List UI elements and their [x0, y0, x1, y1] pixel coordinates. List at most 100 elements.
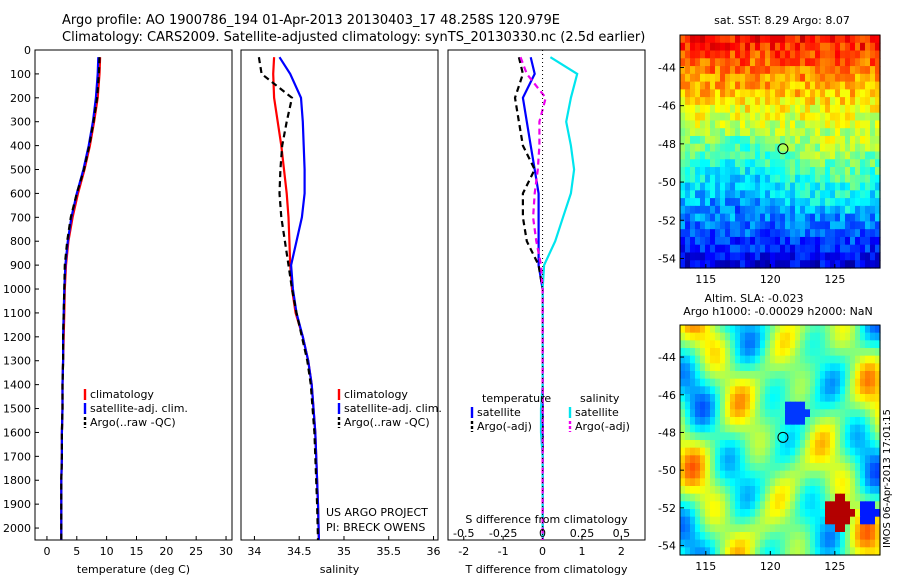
map-cell [860, 190, 866, 199]
map-cell [685, 486, 691, 495]
map-cell [725, 236, 731, 246]
map-cell [740, 455, 746, 464]
map-cell [820, 236, 826, 246]
map-cell [765, 440, 771, 449]
map-cell [805, 371, 811, 380]
map-cell [820, 58, 826, 67]
map-cell [830, 332, 836, 341]
map-cell [805, 128, 811, 137]
map-cell [810, 455, 816, 464]
map-cell [840, 151, 846, 160]
map-cell [785, 394, 791, 403]
map-cell [735, 424, 741, 433]
map-cell [850, 198, 856, 207]
y-tick-label: 0 [24, 44, 31, 57]
map-cell [695, 244, 701, 254]
legend-label: climatology [90, 388, 154, 401]
x-tick-label: 10 [100, 545, 114, 558]
map-cell [795, 35, 801, 44]
map-cell [780, 104, 786, 114]
map-cell [755, 524, 761, 533]
map-cell [870, 516, 876, 525]
map-cell [795, 401, 801, 410]
map-cell [805, 417, 811, 426]
map-cell [845, 229, 851, 238]
map-cell [690, 174, 696, 184]
map-cell [775, 120, 781, 129]
map-cell [735, 112, 741, 122]
map-cell [775, 42, 781, 52]
map-cell [795, 229, 801, 238]
map-cell [795, 371, 801, 380]
map-cell [685, 128, 691, 137]
map-cell [870, 260, 876, 269]
map-cell [710, 73, 716, 83]
map-cell [835, 112, 841, 122]
map-cell [815, 509, 821, 518]
map-cell [830, 221, 836, 230]
map-cell [835, 244, 841, 254]
map-cell [755, 151, 761, 160]
s-tick-label: -0.25 [489, 527, 517, 540]
map-cell [765, 120, 771, 129]
map-cell [715, 260, 721, 269]
map-cell [860, 501, 866, 510]
map-cell [830, 501, 836, 510]
map-cell [735, 66, 741, 75]
map-cell [735, 486, 741, 495]
map-cell [860, 409, 866, 418]
map-cell [875, 440, 881, 449]
map-cell [770, 35, 776, 44]
map-cell [870, 447, 876, 456]
map-cell [770, 371, 776, 380]
map-cell [785, 417, 791, 426]
map-cell [850, 213, 856, 222]
map-cell [795, 260, 801, 269]
map-cell [775, 486, 781, 495]
map-cell [855, 394, 861, 403]
map-cell [835, 58, 841, 67]
map-cell [805, 455, 811, 464]
map-cell [865, 66, 871, 75]
map-cell [725, 348, 731, 357]
map-cell [700, 198, 706, 207]
map-cell [730, 516, 736, 525]
map-cell [680, 221, 686, 230]
map-cell [810, 66, 816, 75]
map-cell [790, 516, 796, 525]
map-cell [685, 532, 691, 541]
map-cell [820, 128, 826, 137]
map-cell [785, 252, 791, 261]
map-cell [700, 35, 706, 44]
map-cell [785, 486, 791, 495]
map-cell [710, 417, 716, 426]
map-cell [725, 432, 731, 441]
map-cell [825, 348, 831, 357]
map-cell [690, 417, 696, 426]
map-cell [780, 332, 786, 341]
map-cell [790, 378, 796, 387]
legend-label: satellite [477, 406, 521, 419]
map-cell [845, 252, 851, 261]
map-cell [685, 409, 691, 418]
map-cell [800, 417, 806, 426]
map-cell [855, 89, 861, 98]
map-cell [745, 104, 751, 114]
map-cell [875, 409, 881, 418]
map-cell [690, 221, 696, 230]
map-cell [770, 470, 776, 479]
map-cell [805, 252, 811, 261]
map-cell [875, 378, 881, 387]
map-cell [755, 478, 761, 487]
map-cell [805, 516, 811, 525]
map-cell [825, 97, 831, 106]
map-cell [760, 509, 766, 518]
map-cell [735, 478, 741, 487]
map-cell [700, 363, 706, 372]
map-cell [770, 524, 776, 533]
map-cell [875, 190, 881, 199]
map-cell [690, 190, 696, 199]
map-cell [820, 440, 826, 449]
map-cell [765, 159, 771, 168]
map-cell [865, 104, 871, 114]
